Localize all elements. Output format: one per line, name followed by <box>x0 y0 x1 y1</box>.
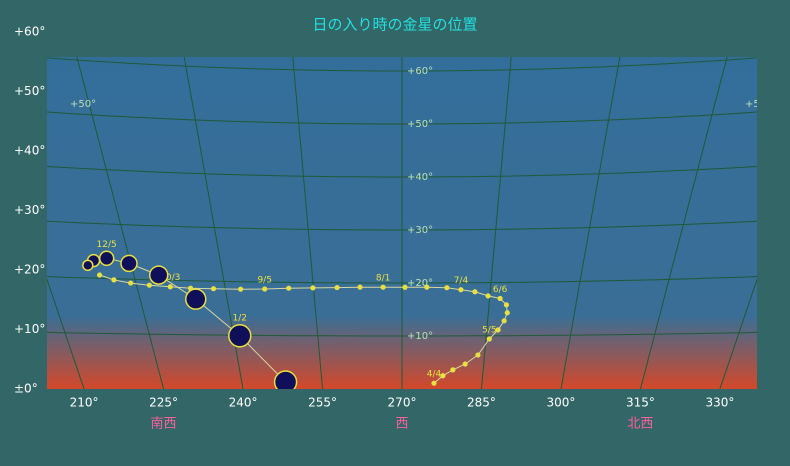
y-tick-label: +20° <box>14 263 45 277</box>
grid-line <box>76 57 165 389</box>
position-dot <box>475 352 481 358</box>
date-label: 5/5 <box>482 325 496 335</box>
date-label: 12/5 <box>97 240 117 250</box>
grid-line <box>47 57 757 72</box>
grid-line <box>47 165 757 178</box>
grid-line <box>292 57 323 389</box>
position-dot <box>210 286 217 292</box>
x-tick-label: 225° <box>149 396 178 410</box>
date-label: 1/2 <box>233 313 247 323</box>
venus-disk <box>82 259 94 272</box>
position-dot <box>450 367 456 373</box>
position-dot <box>472 289 478 295</box>
y-tick-label: +40° <box>14 144 45 158</box>
position-dot <box>444 285 450 291</box>
direction-label: 南西 <box>151 416 177 432</box>
grid-line <box>719 278 757 389</box>
sky-alt-label: +20° <box>407 278 433 289</box>
grid-line <box>47 111 757 125</box>
date-label: 6/6 <box>493 285 508 295</box>
position-dot <box>458 287 464 293</box>
position-dot <box>501 318 507 324</box>
grid-line <box>47 220 757 231</box>
position-dot <box>146 282 152 288</box>
position-dot <box>111 277 117 283</box>
grid-line <box>183 57 244 389</box>
position-dot <box>402 284 408 290</box>
grid-line <box>560 57 621 389</box>
position-dot <box>462 361 468 367</box>
y-tick-label: +60° <box>14 25 45 39</box>
grid-line <box>639 57 728 389</box>
position-dot <box>486 336 492 342</box>
sky-alt-label: +30° <box>407 225 433 236</box>
sky-alt-label: +10° <box>407 331 433 342</box>
direction-label: 北西 <box>627 417 653 432</box>
grid-line <box>47 276 757 284</box>
y-tick-label: ±0° <box>14 382 38 396</box>
grid-line <box>47 331 757 337</box>
chart-title: 日の入り時の金星の位置 <box>312 16 477 34</box>
y-tick-label: +10° <box>14 322 45 336</box>
position-dot <box>380 284 386 290</box>
date-label: 8/1 <box>376 274 390 284</box>
venus-disk <box>228 324 252 348</box>
position-dot <box>503 302 510 308</box>
position-dot <box>238 286 244 292</box>
edge-alt-label: +50° <box>745 99 771 110</box>
position-dot <box>128 280 134 286</box>
edge-alt-label: +50° <box>70 99 96 110</box>
venus-disk <box>185 288 207 310</box>
sky-alt-label: +60° <box>407 66 433 77</box>
x-tick-label: 270° <box>388 396 417 410</box>
date-label: 7/4 <box>454 276 469 286</box>
position-dot <box>497 295 503 302</box>
x-tick-label: 285° <box>467 396 496 410</box>
venus-disk <box>98 250 115 267</box>
position-dot <box>262 286 268 292</box>
plot-area: +10° +20° +30° +40° +50° +60° +50° +50° 4/4 5/5 6/… <box>47 57 771 389</box>
date-label: 10/3 <box>160 273 180 283</box>
venus-disk <box>120 254 138 273</box>
x-tick-label: 255° <box>308 396 337 410</box>
grid-line <box>47 278 85 389</box>
x-tick-label: 300° <box>547 396 576 410</box>
position-dot <box>310 285 316 291</box>
position-dot <box>96 272 103 278</box>
date-label: 9/5 <box>257 275 271 285</box>
grid-line <box>481 57 512 389</box>
position-dot <box>431 380 437 386</box>
venus-disk <box>273 370 298 389</box>
sky-alt-label: +50° <box>407 119 433 130</box>
date-label: 4/4 <box>427 370 442 380</box>
position-dot <box>357 284 363 290</box>
x-tick-label: 240° <box>229 396 258 410</box>
position-dot <box>286 285 292 291</box>
position-dot <box>485 293 491 299</box>
position-dot <box>334 284 340 291</box>
position-dot <box>424 284 430 290</box>
y-tick-label: +30° <box>14 203 45 217</box>
position-dot <box>440 373 446 379</box>
x-tick-label: 330° <box>705 396 734 410</box>
x-tick-label: 315° <box>626 396 655 410</box>
x-tick-label: 210° <box>70 396 99 410</box>
venus-disk <box>148 265 169 285</box>
y-tick-label: +50° <box>14 84 45 98</box>
position-dot <box>504 310 510 316</box>
direction-label: 西 <box>395 417 408 432</box>
sky-alt-label: +40° <box>407 172 433 183</box>
position-dot <box>167 284 173 290</box>
position-dot <box>495 327 501 333</box>
